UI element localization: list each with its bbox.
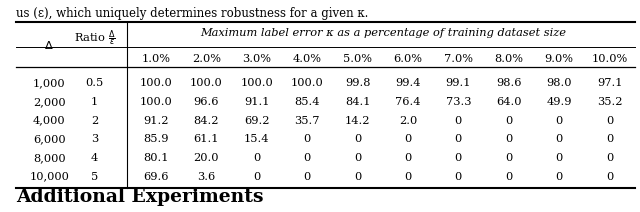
Text: $\Delta$: $\Delta$ <box>44 39 54 50</box>
Text: 0: 0 <box>606 134 613 144</box>
Text: 14.2: 14.2 <box>345 116 371 126</box>
Text: 5.0%: 5.0% <box>343 54 372 64</box>
Text: Additional Experiments: Additional Experiments <box>16 188 264 206</box>
Text: 0: 0 <box>354 153 361 163</box>
Text: 100.0: 100.0 <box>291 78 323 88</box>
Text: us (ε), which uniquely determines robustness for a given κ.: us (ε), which uniquely determines robust… <box>16 7 369 20</box>
Text: 2,000: 2,000 <box>33 97 65 107</box>
Text: 0: 0 <box>505 116 513 126</box>
Text: 0: 0 <box>354 134 361 144</box>
Text: 4,000: 4,000 <box>33 116 65 126</box>
Text: 9.0%: 9.0% <box>545 54 573 64</box>
Text: 85.4: 85.4 <box>294 97 320 107</box>
Text: 3.0%: 3.0% <box>242 54 271 64</box>
Text: 0: 0 <box>556 172 563 182</box>
Text: 1: 1 <box>91 97 99 107</box>
Text: 0: 0 <box>505 172 513 182</box>
Text: 10.0%: 10.0% <box>591 54 628 64</box>
Text: 69.6: 69.6 <box>143 172 168 182</box>
Text: 100.0: 100.0 <box>140 97 172 107</box>
Text: 98.0: 98.0 <box>547 78 572 88</box>
Text: 5: 5 <box>91 172 99 182</box>
Text: 8.0%: 8.0% <box>494 54 524 64</box>
Text: 99.1: 99.1 <box>445 78 471 88</box>
Text: 0: 0 <box>455 116 462 126</box>
Text: 73.3: 73.3 <box>445 97 471 107</box>
Text: 35.7: 35.7 <box>294 116 320 126</box>
Text: 0.5: 0.5 <box>86 78 104 88</box>
Text: 10,000: 10,000 <box>29 172 69 182</box>
Text: 49.9: 49.9 <box>547 97 572 107</box>
Text: 0: 0 <box>253 153 260 163</box>
Text: 15.4: 15.4 <box>244 134 269 144</box>
Text: 0: 0 <box>556 134 563 144</box>
Text: 0: 0 <box>455 172 462 182</box>
Text: 85.9: 85.9 <box>143 134 168 144</box>
Text: 2: 2 <box>91 116 99 126</box>
Text: 97.1: 97.1 <box>597 78 623 88</box>
Text: 91.1: 91.1 <box>244 97 269 107</box>
Text: 0: 0 <box>556 116 563 126</box>
Text: 99.4: 99.4 <box>395 78 420 88</box>
Text: 0: 0 <box>606 172 613 182</box>
Text: 98.6: 98.6 <box>496 78 522 88</box>
Text: 4: 4 <box>91 153 99 163</box>
Text: 0: 0 <box>606 153 613 163</box>
Text: 99.8: 99.8 <box>345 78 371 88</box>
Text: 0: 0 <box>404 153 412 163</box>
Text: 69.2: 69.2 <box>244 116 269 126</box>
Text: 76.4: 76.4 <box>395 97 420 107</box>
Text: 100.0: 100.0 <box>190 78 223 88</box>
Text: 1,000: 1,000 <box>33 78 65 88</box>
Text: 61.1: 61.1 <box>193 134 219 144</box>
Text: 84.2: 84.2 <box>193 116 219 126</box>
Text: 7.0%: 7.0% <box>444 54 473 64</box>
Text: 0: 0 <box>303 134 310 144</box>
Text: Ratio $\frac{\Delta}{\varepsilon}$: Ratio $\frac{\Delta}{\varepsilon}$ <box>74 29 115 49</box>
Text: 0: 0 <box>303 153 310 163</box>
Text: Maximum label error κ as a percentage of training dataset size: Maximum label error κ as a percentage of… <box>200 28 566 38</box>
Text: 0: 0 <box>505 134 513 144</box>
Text: 0: 0 <box>455 153 462 163</box>
Text: 0: 0 <box>253 172 260 182</box>
Text: 96.6: 96.6 <box>193 97 219 107</box>
Text: 3: 3 <box>91 134 99 144</box>
Text: 0: 0 <box>354 172 361 182</box>
Text: 64.0: 64.0 <box>496 97 522 107</box>
Text: 35.2: 35.2 <box>597 97 623 107</box>
Text: 8,000: 8,000 <box>33 153 65 163</box>
Text: 20.0: 20.0 <box>193 153 219 163</box>
Text: 1.0%: 1.0% <box>141 54 170 64</box>
Text: 0: 0 <box>606 116 613 126</box>
Text: 0: 0 <box>556 153 563 163</box>
Text: 0: 0 <box>303 172 310 182</box>
Text: 4.0%: 4.0% <box>292 54 321 64</box>
Text: 6.0%: 6.0% <box>394 54 422 64</box>
Text: 100.0: 100.0 <box>240 78 273 88</box>
Text: 3.6: 3.6 <box>197 172 215 182</box>
Text: 0: 0 <box>505 153 513 163</box>
Text: 0: 0 <box>404 134 412 144</box>
Text: 2.0: 2.0 <box>399 116 417 126</box>
Text: 0: 0 <box>404 172 412 182</box>
Text: 6,000: 6,000 <box>33 134 65 144</box>
Text: 0: 0 <box>455 134 462 144</box>
Text: 2.0%: 2.0% <box>192 54 221 64</box>
Text: 80.1: 80.1 <box>143 153 168 163</box>
Text: 91.2: 91.2 <box>143 116 168 126</box>
Text: 100.0: 100.0 <box>140 78 172 88</box>
Text: 84.1: 84.1 <box>345 97 371 107</box>
